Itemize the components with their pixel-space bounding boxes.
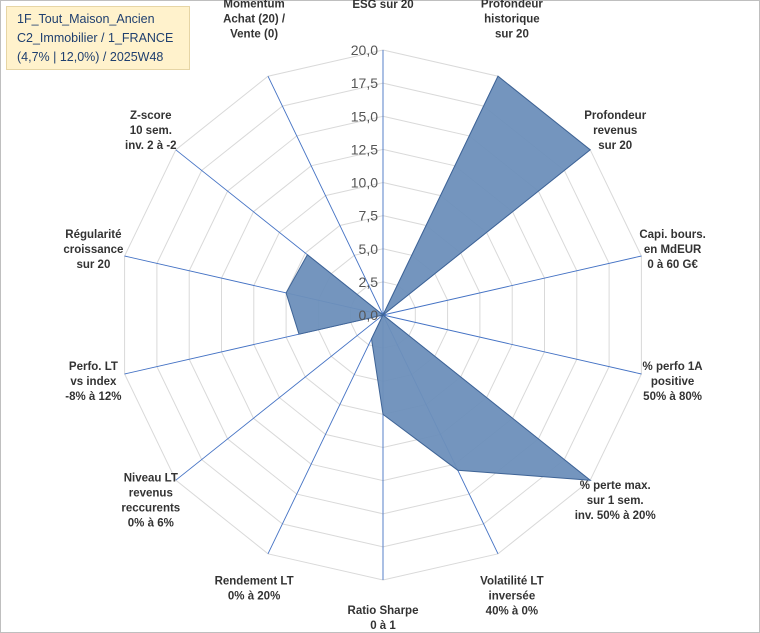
- axis-label-line: sur 20: [598, 140, 632, 152]
- tick-label: 20,0: [351, 42, 378, 58]
- axis-label-line: Régularité: [65, 229, 121, 241]
- axis-label-line: sur 1 sem.: [587, 495, 644, 507]
- axis-label-line: Achat (20) /: [223, 13, 286, 25]
- chart-title-box: 1F_Tout_Maison_Ancien C2_Immobilier / 1_…: [6, 6, 190, 70]
- axis-label-line: revenus: [129, 488, 173, 500]
- axis-label-line: 0 à 60 G€: [647, 259, 698, 271]
- axis-label: Capi. bours. en MdEUR 0 à 60 G€: [639, 229, 705, 271]
- axis-label: Régularité croissance sur 20: [63, 229, 123, 271]
- tick-label: 7,5: [359, 208, 379, 224]
- axis-label-line: Perfo. LT: [69, 361, 118, 373]
- title-line-1: 1F_Tout_Maison_Ancien: [17, 12, 155, 26]
- axis-label-line: 0% à 6%: [128, 518, 174, 530]
- axis-label: % perte max. sur 1 sem. inv. 50% à 20%: [575, 480, 656, 522]
- axis-label-line: % perfo 1A: [643, 361, 703, 373]
- axis-label: Rendement LT 0% à 20%: [215, 576, 294, 603]
- axis-label-line: inv. 50% à 20%: [575, 510, 656, 522]
- axis-label: Ratio Sharpe 0 à 1: [348, 605, 419, 632]
- axis-label-line: sur 20: [76, 259, 110, 271]
- title-line-2: C2_Immobilier / 1_FRANCE: [17, 31, 174, 45]
- axis-label-line: Profondeur: [584, 110, 646, 122]
- tick-layer: 0,0 2,5 5,0 7,5 10,0 12,5 15,0 17,5 20,0: [351, 42, 378, 323]
- axis-label-line: ESG sur 20: [352, 0, 413, 11]
- axis-label-layer: NoteESG sur 20 Profondeur historique sur 20…: [63, 0, 705, 632]
- tick-label: 15,0: [351, 108, 378, 124]
- axis-spoke: [175, 314, 384, 481]
- axis-label-line: Rendement LT: [215, 576, 294, 588]
- axis-label: Profondeur revenus sur 20: [584, 110, 646, 152]
- axis-label-line: Volatilité LT: [480, 576, 543, 588]
- tick-label: 10,0: [351, 175, 378, 191]
- axis-label-line: Momentum: [223, 0, 284, 10]
- axis-spoke: [382, 255, 642, 316]
- series-layer: [285, 75, 592, 481]
- axis-label-line: revenus: [593, 125, 637, 137]
- tick-label: 17,5: [351, 75, 378, 91]
- axis-label-line: vs index: [70, 376, 117, 388]
- axis-label: Volatilité LT inversée 40% à 0%: [480, 576, 543, 618]
- axis-label-line: % perte max.: [580, 480, 651, 492]
- axis-spoke: [382, 314, 642, 375]
- axis-label: % perfo 1A positive 50% à 80%: [643, 361, 703, 403]
- axis-spoke: [267, 76, 384, 316]
- axis-label-line: 0% à 20%: [228, 591, 280, 603]
- axis-label-line: croissance: [63, 244, 123, 256]
- tick-label: 0,0: [359, 307, 379, 323]
- title-line-3: (4,7% | 12,0%) / 2025W48: [17, 50, 164, 64]
- axis-label-line: inversée: [489, 591, 536, 603]
- axis-label: Momentum Achat (20) / Vente (0): [223, 0, 286, 40]
- axis-label-line: Ratio Sharpe: [348, 605, 419, 617]
- axis-label-line: Profondeur: [481, 0, 543, 10]
- axis-label-line: reccurents: [121, 503, 180, 515]
- axis-label-line: positive: [651, 376, 694, 388]
- axis-label-line: historique: [484, 13, 540, 25]
- axis-label-line: -8% à 12%: [65, 391, 121, 403]
- axis-label-line: 0 à 1: [370, 620, 396, 632]
- axis-label-line: Vente (0): [230, 28, 278, 40]
- tick-label: 2,5: [359, 274, 379, 290]
- axis-label-line: Niveau LT: [124, 473, 178, 485]
- axis-spoke: [267, 314, 384, 554]
- axis-label-line: Z-score: [130, 110, 172, 122]
- axis-label-line: inv. 2 à -2: [125, 140, 177, 152]
- tick-label: 5,0: [359, 241, 379, 257]
- axis-label-line: 10 sem.: [130, 125, 172, 137]
- axis-label: Z-score 10 sem. inv. 2 à -2: [125, 110, 177, 152]
- axis-label: Niveau LT revenus reccurents 0% à 6%: [121, 473, 180, 530]
- axis-label-line: en MdEUR: [644, 244, 702, 256]
- axis-label: NoteESG sur 20: [352, 0, 413, 11]
- axis-label-line: Capi. bours.: [639, 229, 705, 241]
- axis-label-line: sur 20: [495, 28, 529, 40]
- tick-label: 12,5: [351, 141, 378, 157]
- axis-label: Profondeur historique sur 20: [481, 0, 543, 40]
- axis-label-line: 40% à 0%: [486, 606, 538, 618]
- axis-label: Perfo. LT vs index -8% à 12%: [65, 361, 121, 403]
- axis-label-line: 50% à 80%: [643, 391, 702, 403]
